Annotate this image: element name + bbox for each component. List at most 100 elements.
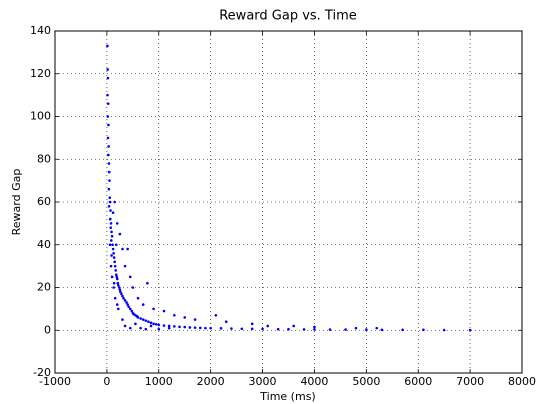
point (154, 322, 158, 326)
point (128, 307, 132, 311)
point (126, 247, 129, 251)
point (224, 320, 228, 324)
point (128, 326, 132, 330)
point (119, 290, 122, 294)
point (118, 286, 121, 289)
point (130, 309, 134, 313)
point (442, 328, 446, 332)
point (250, 322, 254, 326)
point (115, 303, 119, 306)
point (219, 327, 223, 330)
point (131, 286, 135, 289)
point (144, 327, 148, 331)
point (115, 222, 119, 225)
point (328, 328, 332, 331)
point (112, 252, 115, 255)
point (344, 328, 347, 331)
x-tick-label: 2000 (197, 375, 225, 388)
point (401, 328, 404, 332)
point (116, 281, 120, 285)
point (108, 179, 111, 182)
point (214, 313, 218, 317)
y-tick-label: 120 (30, 67, 51, 80)
point (287, 327, 290, 331)
point (157, 323, 161, 327)
point (240, 327, 244, 331)
point (139, 326, 142, 330)
point (198, 326, 202, 330)
point (121, 318, 124, 321)
point (110, 230, 113, 234)
point (123, 299, 127, 302)
point (111, 211, 115, 214)
point (157, 327, 161, 331)
y-tick-label: 60 (37, 195, 51, 208)
y-tick-label: 140 (30, 24, 51, 37)
point (178, 325, 181, 329)
point (149, 324, 153, 328)
point (109, 264, 113, 268)
point (149, 321, 153, 325)
point (109, 226, 113, 229)
point (144, 319, 148, 322)
point (113, 260, 116, 264)
point (113, 200, 116, 204)
point (302, 328, 306, 331)
point (162, 324, 166, 327)
y-axis-label: Reward Gap (10, 169, 23, 236)
x-axis-label: Time (ms) (259, 390, 315, 403)
y-tick-label: 100 (30, 110, 51, 123)
point (114, 273, 118, 276)
x-tick-label: 4000 (300, 375, 328, 388)
point (121, 294, 124, 298)
y-tick-label: 20 (37, 281, 51, 294)
point (114, 269, 118, 272)
point (422, 328, 425, 332)
y-tick-label: 80 (37, 152, 51, 165)
point (114, 243, 118, 247)
point (162, 309, 166, 313)
point (107, 170, 111, 174)
point (106, 115, 110, 118)
x-tick-label: 6000 (404, 375, 432, 388)
y-tick-label: -20 (33, 366, 51, 379)
point (183, 325, 187, 329)
point (134, 322, 137, 326)
point (112, 286, 115, 289)
point (112, 256, 116, 259)
point (109, 222, 113, 225)
point (113, 264, 117, 268)
point (115, 277, 119, 281)
point (126, 303, 129, 306)
point (109, 209, 112, 212)
point (468, 328, 472, 332)
point (209, 326, 212, 330)
point (107, 162, 111, 165)
point (112, 281, 116, 285)
point (173, 313, 176, 317)
point (183, 316, 187, 319)
x-tick-label: 7000 (456, 375, 484, 388)
point (123, 324, 127, 328)
point (107, 204, 111, 208)
point (167, 326, 171, 330)
point (141, 318, 145, 321)
x-tick-label: 3000 (249, 375, 277, 388)
point (375, 326, 379, 330)
point (110, 234, 114, 238)
x-tick-label: -1000 (39, 375, 71, 388)
point (313, 328, 316, 331)
point (108, 243, 112, 247)
point (106, 44, 109, 48)
point (204, 326, 207, 330)
point (147, 320, 150, 324)
point (141, 303, 145, 306)
point (108, 217, 112, 221)
point (152, 307, 155, 311)
point (193, 326, 197, 329)
point (128, 275, 132, 279)
x-tick-label: 0 (103, 375, 110, 388)
point (125, 301, 128, 304)
plot-frame (54, 30, 523, 374)
